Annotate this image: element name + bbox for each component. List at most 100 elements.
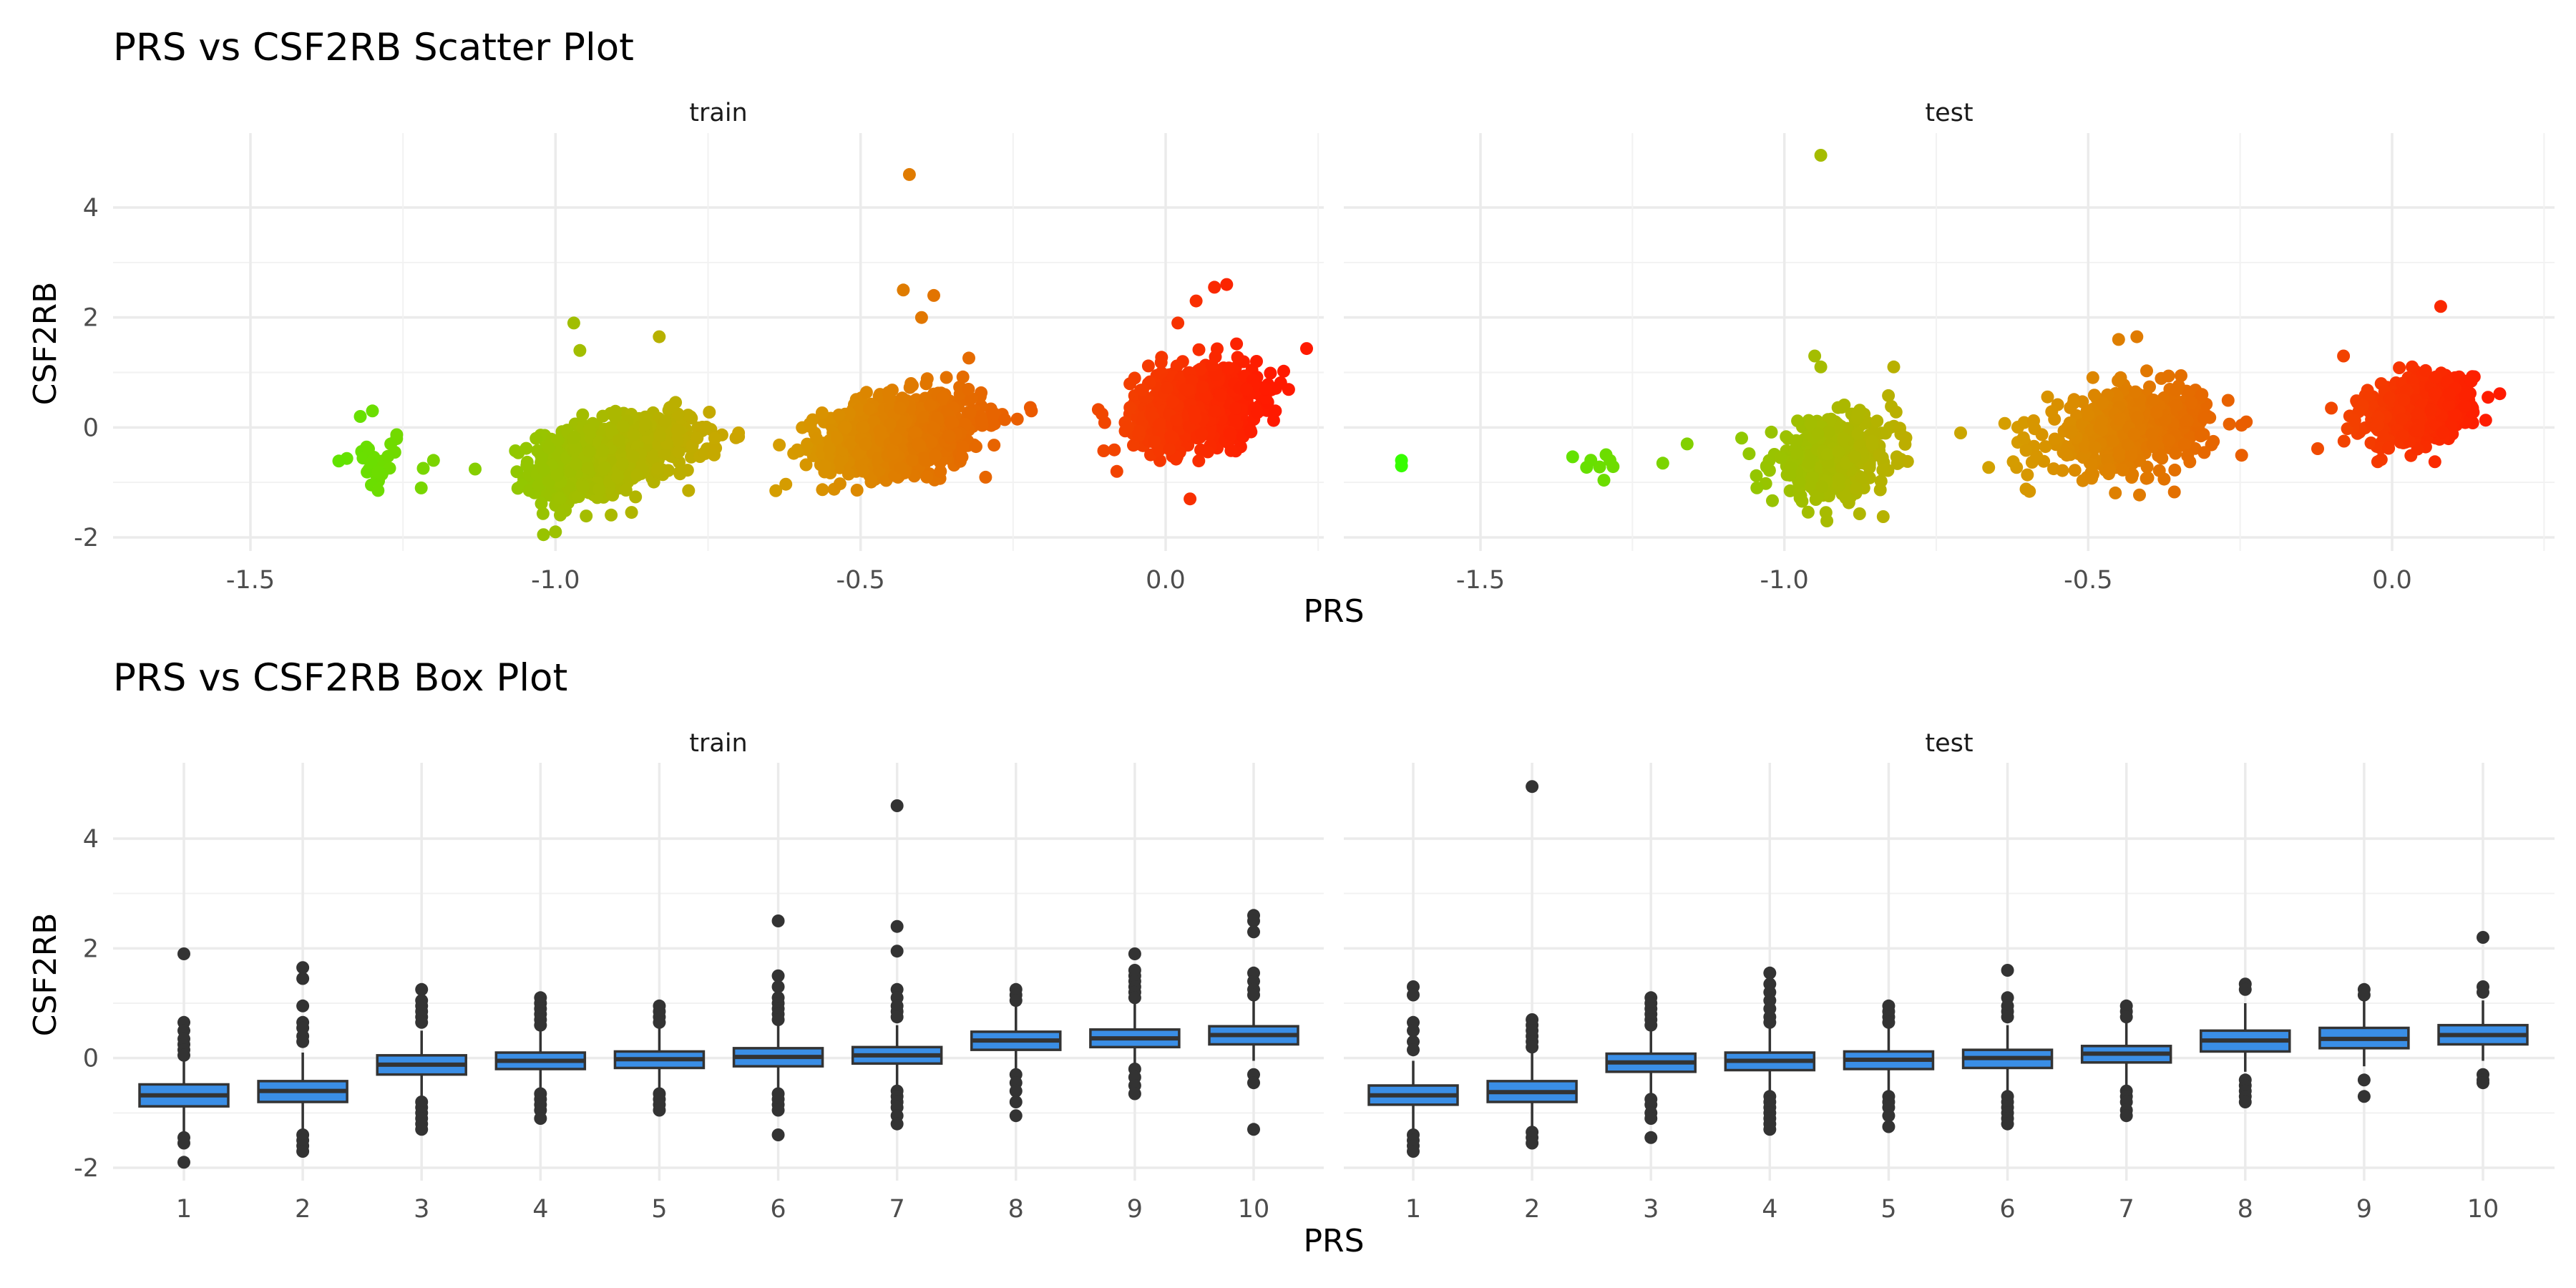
scatter-point — [651, 462, 665, 475]
scatter-point — [930, 411, 944, 424]
box-outlier — [1009, 1084, 1023, 1098]
scatter-point — [682, 484, 696, 497]
scatter-point — [2458, 399, 2472, 413]
box-x-tick-label: 10 — [2467, 1195, 2499, 1224]
scatter-point — [1224, 444, 1238, 457]
scatter-point — [1222, 361, 1236, 375]
scatter-point — [920, 470, 934, 484]
scatter-point — [708, 448, 721, 462]
scatter-point — [629, 490, 643, 504]
scatter-point — [532, 479, 545, 492]
box-outlier — [771, 1013, 785, 1026]
scatter-point — [639, 418, 653, 431]
scatter-point — [934, 464, 947, 478]
scatter-point — [924, 435, 938, 449]
scatter-point — [596, 409, 610, 423]
scatter-point — [1196, 380, 1209, 394]
scatter-point — [857, 464, 870, 478]
scatter-point — [384, 437, 398, 451]
scatter-point — [2095, 414, 2109, 428]
scatter-point — [927, 421, 940, 435]
scatter-point — [889, 432, 903, 446]
scatter-point — [2112, 333, 2125, 346]
scatter-point — [815, 406, 829, 419]
scatter-point — [1250, 355, 1263, 368]
scatter-point — [1865, 437, 1879, 451]
scatter-point — [353, 410, 367, 423]
scatter-point — [1804, 417, 1818, 431]
box-outlier — [1526, 1040, 1539, 1054]
scatter-point — [2169, 447, 2182, 460]
scatter-point — [1184, 492, 1197, 506]
scatter-point — [2428, 387, 2441, 401]
box-gridlines — [113, 763, 2555, 1181]
box-outlier — [1009, 994, 1023, 1008]
box-outlier — [1247, 1076, 1260, 1090]
scatter-point — [381, 449, 395, 463]
scatter-point — [625, 506, 638, 519]
box-outlier — [534, 1018, 547, 1032]
box-outlier — [890, 945, 904, 958]
scatter-point — [535, 497, 548, 510]
scatter-point — [1136, 384, 1149, 396]
scatter-point — [1195, 427, 1209, 441]
scatter-y-tick-label: -2 — [74, 524, 99, 552]
box-y-tick-label: 4 — [83, 825, 99, 854]
scatter-point — [936, 391, 950, 404]
scatter-point — [2048, 432, 2062, 446]
scatter-point — [390, 428, 404, 441]
scatter-point — [2162, 369, 2175, 383]
scatter-point — [2125, 471, 2139, 484]
scatter-point — [2170, 384, 2183, 397]
scatter-point — [2064, 425, 2078, 439]
scatter-point — [1214, 389, 1227, 402]
scatter-point — [582, 444, 596, 458]
scatter-point — [894, 461, 907, 474]
scatter-point — [2371, 419, 2384, 431]
scatter-point — [1240, 383, 1254, 396]
scatter-point — [1790, 434, 1803, 447]
box-outlier — [177, 1048, 190, 1062]
scatter-point — [2016, 431, 2030, 444]
scatter-point — [1163, 442, 1176, 456]
scatter-point — [834, 454, 847, 468]
scatter-point — [577, 480, 590, 494]
scatter-point — [1231, 351, 1244, 364]
scatter-point — [2493, 387, 2507, 401]
scatter-point — [1790, 447, 1804, 460]
scatter-point — [2103, 463, 2117, 476]
scatter-point — [2371, 455, 2384, 469]
scatter-point — [2060, 449, 2074, 462]
box-outlier — [1407, 1024, 1420, 1038]
box-outlier — [296, 972, 310, 985]
scatter-point — [1183, 420, 1196, 434]
scatter-point — [1850, 411, 1864, 424]
scatter-point — [1593, 460, 1606, 474]
scatter-point — [894, 401, 907, 415]
scatter-point — [2429, 370, 2442, 384]
scatter-point — [597, 461, 611, 474]
box-outlier — [2477, 985, 2489, 999]
scatter-point — [1208, 404, 1221, 418]
scatter-y-tick-label: 2 — [83, 304, 99, 333]
scatter-point — [1208, 280, 1221, 294]
scatter-point — [1108, 443, 1121, 457]
scatter-point — [2443, 387, 2457, 401]
scatter-point — [581, 462, 595, 475]
scatter-point — [1189, 411, 1202, 424]
box-outlier — [1128, 1087, 1141, 1101]
scatter-point — [1811, 427, 1825, 440]
scatter-point — [1580, 461, 1594, 474]
box-outlier — [1407, 988, 1420, 1002]
box-outlier — [1247, 914, 1260, 927]
scatter-point — [1801, 505, 1815, 519]
scatter-strip-train: train — [689, 99, 747, 127]
box-outlier — [771, 1128, 785, 1141]
scatter-point — [818, 465, 831, 479]
box-outlier — [534, 1112, 547, 1125]
scatter-point — [859, 386, 873, 399]
scatter-point — [519, 441, 533, 455]
scatter-point — [844, 437, 858, 451]
scatter-point — [2133, 488, 2146, 502]
scatter-point — [1873, 483, 1887, 497]
